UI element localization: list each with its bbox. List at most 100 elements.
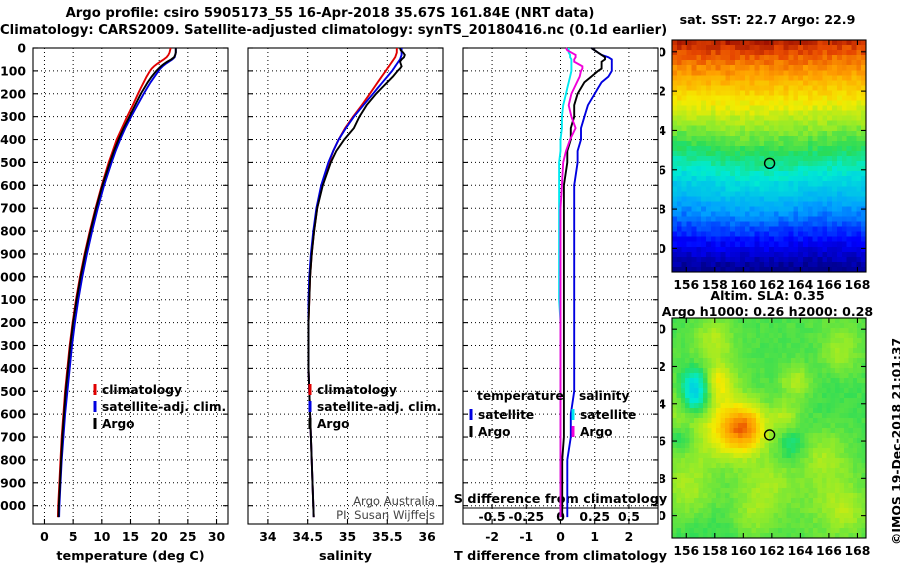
temperature-tick-label: 30 bbox=[208, 529, 226, 544]
depth-tick-label: 1200 bbox=[0, 315, 26, 330]
map-lon-tick-label: 160 bbox=[730, 277, 756, 292]
tdiff-tick-label: -2 bbox=[485, 529, 499, 544]
argo-australia-label: Argo Australia bbox=[353, 494, 435, 508]
legend-label: Argo bbox=[580, 425, 613, 439]
profile-location-marker bbox=[763, 429, 776, 441]
salinity-tick-label: 35 bbox=[339, 529, 356, 544]
depth-tick-label: 500 bbox=[0, 155, 26, 170]
map-lon-tick-label: 158 bbox=[702, 543, 728, 558]
map-lon-tick-label: 166 bbox=[816, 543, 842, 558]
sdiff-tick-label: 0.5 bbox=[618, 509, 640, 524]
salinity-tick-label: 34.5 bbox=[292, 529, 323, 544]
map-lon-tick-label: 160 bbox=[730, 543, 756, 558]
depth-tick-label: 200 bbox=[0, 86, 26, 101]
temperature-tick-label: 25 bbox=[179, 529, 196, 544]
depth-tick-label: 800 bbox=[0, 224, 26, 239]
legend-label: climatology bbox=[102, 383, 182, 397]
temperature-tick-label: 5 bbox=[69, 529, 78, 544]
depth-tick-label: 1300 bbox=[0, 338, 26, 353]
temperature-panel: 0100200300400500600700800900100011001200… bbox=[0, 41, 229, 564]
map-lat-tick-label: -34 bbox=[660, 123, 666, 138]
map-lon-tick-label: 162 bbox=[759, 543, 785, 558]
salinity-panel: 34 34.5 35 35.5 36 salinity climatology satelli… bbox=[247, 47, 444, 564]
depth-tick-label: 2000 bbox=[0, 498, 26, 513]
depth-tick-label: 100 bbox=[0, 63, 26, 78]
difference-series-0 bbox=[566, 47, 613, 518]
temperature-tick-label: 10 bbox=[93, 529, 111, 544]
copyright-label: ©IMOS 19-Dec-2018 21:01:37 bbox=[889, 337, 900, 545]
salinity-series-2 bbox=[307, 47, 406, 518]
page-title-line1: Argo profile: csiro 5905173_55 16-Apr-20… bbox=[65, 6, 595, 21]
depth-tick-label: 600 bbox=[0, 178, 26, 193]
temperature-series-2 bbox=[57, 48, 177, 518]
difference-series-3 bbox=[559, 47, 584, 518]
pi-label: PI: Susan Wijffels bbox=[336, 508, 435, 522]
depth-tick-label: 900 bbox=[0, 246, 26, 261]
temperature-axis-title: temperature (deg C) bbox=[56, 549, 204, 564]
legend-label: satellite-adj. clim. bbox=[317, 400, 441, 414]
map-lon-tick-label: 164 bbox=[787, 277, 813, 292]
map-lat-tick-label: -32 bbox=[660, 359, 666, 374]
salinity-tick-label: 35.5 bbox=[372, 529, 403, 544]
map-lon-tick-label: 158 bbox=[702, 277, 728, 292]
legend-label: Argo bbox=[102, 417, 135, 431]
tdiff-tick-label: -1 bbox=[519, 529, 533, 544]
legend-label: satellite bbox=[478, 408, 534, 422]
map-lon-tick-label: 166 bbox=[816, 277, 842, 292]
depth-tick-label: 1600 bbox=[0, 407, 26, 422]
sdiff-tick-label: -0.25 bbox=[508, 509, 544, 524]
temperature-tick-label: 15 bbox=[122, 529, 139, 544]
map-lon-tick-label: 168 bbox=[845, 277, 871, 292]
tdiff-tick-label: 1 bbox=[590, 529, 599, 544]
salinity-tick-label: 34 bbox=[259, 529, 277, 544]
depth-tick-label: 700 bbox=[0, 201, 26, 216]
map-lat-tick-label: -30 bbox=[660, 44, 666, 59]
depth-tick-label: 1500 bbox=[0, 384, 26, 399]
map-lat-tick-label: -38 bbox=[660, 202, 666, 217]
depth-tick-label: 1100 bbox=[0, 292, 26, 307]
salinity-axis-title: salinity bbox=[319, 549, 373, 564]
map-lat-tick-label: -36 bbox=[660, 162, 666, 177]
depth-tick-label: 1900 bbox=[0, 475, 26, 490]
salinity-series-1 bbox=[307, 48, 403, 518]
legend-label: Argo bbox=[478, 425, 511, 439]
page-title-line2: Climatology: CARS2009. Satellite-adjuste… bbox=[0, 23, 668, 38]
legend-label: satellite-adj. clim. bbox=[102, 400, 226, 414]
tdiff-axis-title: T difference from climatology bbox=[454, 549, 668, 564]
depth-tick-label: 1700 bbox=[0, 430, 26, 445]
map-lat-tick-label: -30 bbox=[660, 322, 666, 337]
legend-label: satellite bbox=[580, 408, 636, 422]
map-lon-tick-label: 162 bbox=[759, 277, 785, 292]
legend-heading: temperature bbox=[477, 389, 564, 403]
tdiff-tick-label: 0 bbox=[556, 529, 565, 544]
map-lon-tick-label: 168 bbox=[845, 543, 871, 558]
legend-label: climatology bbox=[317, 383, 397, 397]
map-lat-tick-label: -32 bbox=[660, 84, 666, 99]
map-lon-tick-label: 156 bbox=[673, 543, 699, 558]
tdiff-tick-label: 2 bbox=[625, 529, 634, 544]
sdiff-tick-label: -0.5 bbox=[479, 509, 506, 524]
legend-heading: salinity bbox=[579, 389, 630, 403]
map-lat-tick-label: -38 bbox=[660, 471, 666, 486]
legend-label: Argo bbox=[317, 417, 350, 431]
map-plots: 156158160162164166168-30-32-34-36-38-401… bbox=[660, 39, 871, 558]
depth-tick-label: 1000 bbox=[0, 269, 26, 284]
sla-title-line1: Altim. SLA: 0.35 bbox=[710, 288, 825, 303]
temperature-tick-label: 0 bbox=[40, 529, 49, 544]
depth-tick-label: 300 bbox=[0, 109, 26, 124]
map-lat-tick-label: -34 bbox=[660, 396, 666, 411]
profile-location-marker bbox=[763, 157, 776, 170]
map-lon-tick-label: 156 bbox=[673, 277, 699, 292]
depth-tick-label: 0 bbox=[17, 41, 26, 56]
map-lon-tick-label: 164 bbox=[787, 543, 813, 558]
difference-panel: -2 -1 0 1 2 T difference from climatology -0.5… bbox=[454, 47, 668, 564]
map-lat-tick-label: -40 bbox=[660, 241, 666, 256]
sst-map-title: sat. SST: 22.7 Argo: 22.9 bbox=[679, 12, 856, 27]
depth-tick-label: 400 bbox=[0, 132, 26, 147]
sla-title-line2: Argo h1000: 0.26 h2000: 0.28 bbox=[661, 304, 874, 319]
temperature-series-0 bbox=[56, 47, 172, 518]
profile-plots: 0100200300400500600700800900100011001200… bbox=[0, 41, 668, 565]
temperature-series-1 bbox=[58, 48, 177, 518]
